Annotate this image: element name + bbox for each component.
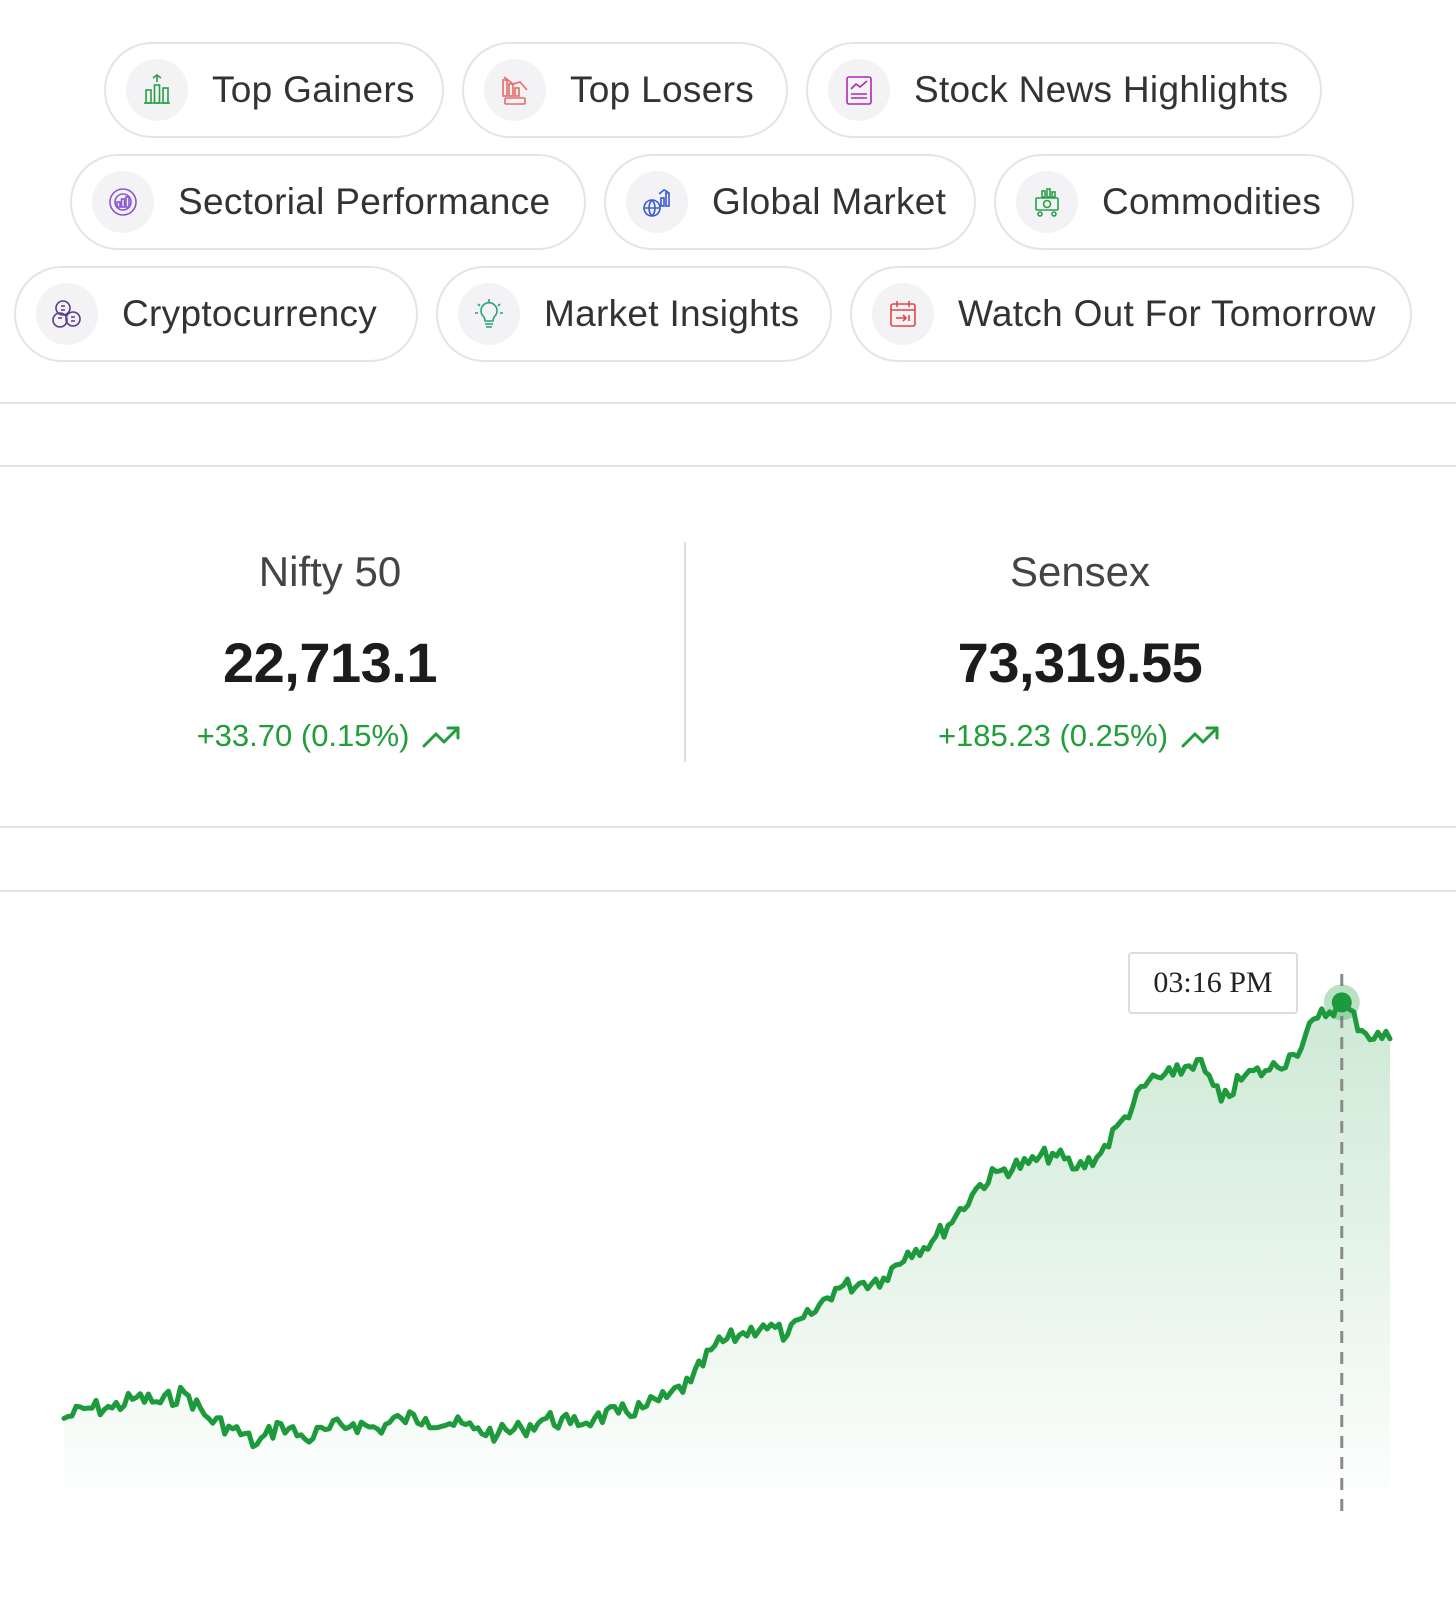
chip-market-insights[interactable]: Market Insights — [436, 266, 832, 362]
target-chart-icon — [92, 171, 154, 233]
chip-label: Commodities — [1102, 181, 1322, 222]
lightbulb-icon — [458, 283, 520, 345]
chart-highlight-point — [1331, 992, 1352, 1013]
chip-watch-out-tomorrow[interactable]: Watch Out For Tomorrow — [850, 266, 1412, 362]
chart-area — [64, 1001, 1390, 1512]
index-change: +33.70 (0.15%) — [0, 718, 660, 754]
index-value: 73,319.55 — [957, 631, 1203, 694]
index-name: Sensex — [1009, 548, 1151, 595]
chip-label: Watch Out For Tomorrow — [958, 293, 1376, 334]
chip-label: Cryptocurrency — [122, 293, 378, 334]
index-card-sensex[interactable]: Sensex 73,319.55 +185.23 (0.25%) — [700, 478, 1456, 826]
chip-sectorial-performance[interactable]: Sectorial Performance — [70, 154, 586, 250]
news-chart-icon — [828, 59, 890, 121]
divider — [0, 465, 1456, 467]
chart-line — [61, 998, 1393, 1450]
calendar-icon — [872, 283, 934, 345]
trending-up-icon — [422, 726, 460, 748]
divider — [0, 402, 1456, 404]
chip-stock-news[interactable]: Stock News Highlights — [806, 42, 1322, 138]
divider — [0, 890, 1456, 892]
chip-cryptocurrency[interactable]: Cryptocurrency — [14, 266, 418, 362]
index-change-text: +33.70 (0.15%) — [196, 718, 410, 753]
chip-row-2: Sectorial Performance Global Market Comm… — [0, 154, 1456, 252]
chip-top-losers[interactable]: Top Losers — [462, 42, 788, 138]
chip-commodities[interactable]: Commodities — [994, 154, 1354, 250]
chip-label: Global Market — [712, 181, 947, 222]
chart-tooltip: 03:16 PM — [1128, 952, 1298, 1014]
chip-row-3: Cryptocurrency Market Insights Watch Out… — [0, 266, 1456, 364]
index-name: Nifty 50 — [258, 548, 402, 595]
chip-label: Sectorial Performance — [178, 181, 551, 222]
divider — [0, 826, 1456, 828]
chip-label: Market Insights — [544, 293, 800, 334]
chip-label: Top Gainers — [212, 69, 415, 110]
index-change: +185.23 (0.25%) — [700, 718, 1456, 754]
chart-canvas — [61, 974, 1393, 1512]
chip-global-market[interactable]: Global Market — [604, 154, 976, 250]
crypto-coins-icon — [36, 283, 98, 345]
globe-chart-icon — [626, 171, 688, 233]
index-card-nifty[interactable]: Nifty 50 22,713.1 +33.70 (0.15%) — [0, 478, 660, 826]
money-cart-icon — [1016, 171, 1078, 233]
bar-chart-up-icon — [126, 59, 188, 121]
chip-label: Stock News Highlights — [914, 69, 1289, 110]
intraday-chart[interactable]: 03:16 PM — [0, 892, 1456, 1606]
chip-label: Top Losers — [570, 69, 754, 110]
index-panel: Nifty 50 22,713.1 +33.70 (0.15%) Sensex … — [0, 478, 1456, 826]
index-change-text: +185.23 (0.25%) — [937, 718, 1169, 753]
trending-up-icon — [1181, 726, 1219, 748]
chip-top-gainers[interactable]: Top Gainers — [104, 42, 444, 138]
index-separator — [684, 542, 686, 762]
index-value: 22,713.1 — [223, 631, 437, 694]
loss-chart-icon — [484, 59, 546, 121]
chip-row-1: Top Gainers Top Losers Stock News Highli… — [0, 42, 1456, 140]
